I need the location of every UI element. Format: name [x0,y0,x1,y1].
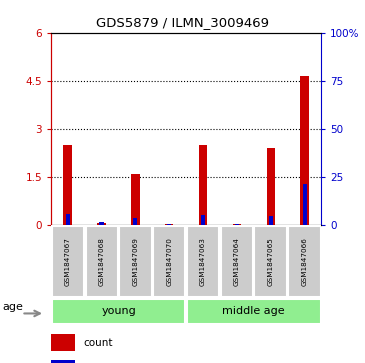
Bar [201,216,205,225]
Bar [119,226,152,297]
Bar [85,226,118,297]
Bar [51,360,76,363]
Bar [269,216,273,225]
Bar [187,226,219,297]
Text: middle age: middle age [222,306,285,316]
Bar [165,224,173,225]
Bar [220,226,253,297]
Text: GSM1847063: GSM1847063 [200,237,206,286]
Bar [254,226,287,297]
Text: GDS5879 / ILMN_3009469: GDS5879 / ILMN_3009469 [96,16,269,29]
Bar [153,226,185,297]
Bar [97,224,106,225]
Bar [133,218,137,225]
Text: GSM1847064: GSM1847064 [234,237,240,286]
Text: GSM1847066: GSM1847066 [301,237,307,286]
Bar [131,174,139,225]
Bar [167,224,171,225]
Text: age: age [3,302,23,312]
Bar [233,224,241,225]
Text: young: young [101,306,136,316]
Text: GSM1847070: GSM1847070 [166,237,172,286]
Bar [52,299,185,323]
Bar [266,148,275,225]
Text: GSM1847068: GSM1847068 [99,237,105,286]
Text: GSM1847069: GSM1847069 [132,237,138,286]
Bar [64,145,72,225]
Bar [99,222,104,225]
Bar [300,76,309,225]
Bar [288,226,320,297]
Bar [51,334,76,351]
Text: count: count [84,338,113,348]
Bar [303,184,307,225]
Bar [199,145,207,225]
Text: GSM1847067: GSM1847067 [65,237,71,286]
Bar [52,226,84,297]
Bar [66,215,70,225]
Bar [235,224,239,225]
Text: GSM1847065: GSM1847065 [268,237,273,286]
Bar [187,299,320,323]
